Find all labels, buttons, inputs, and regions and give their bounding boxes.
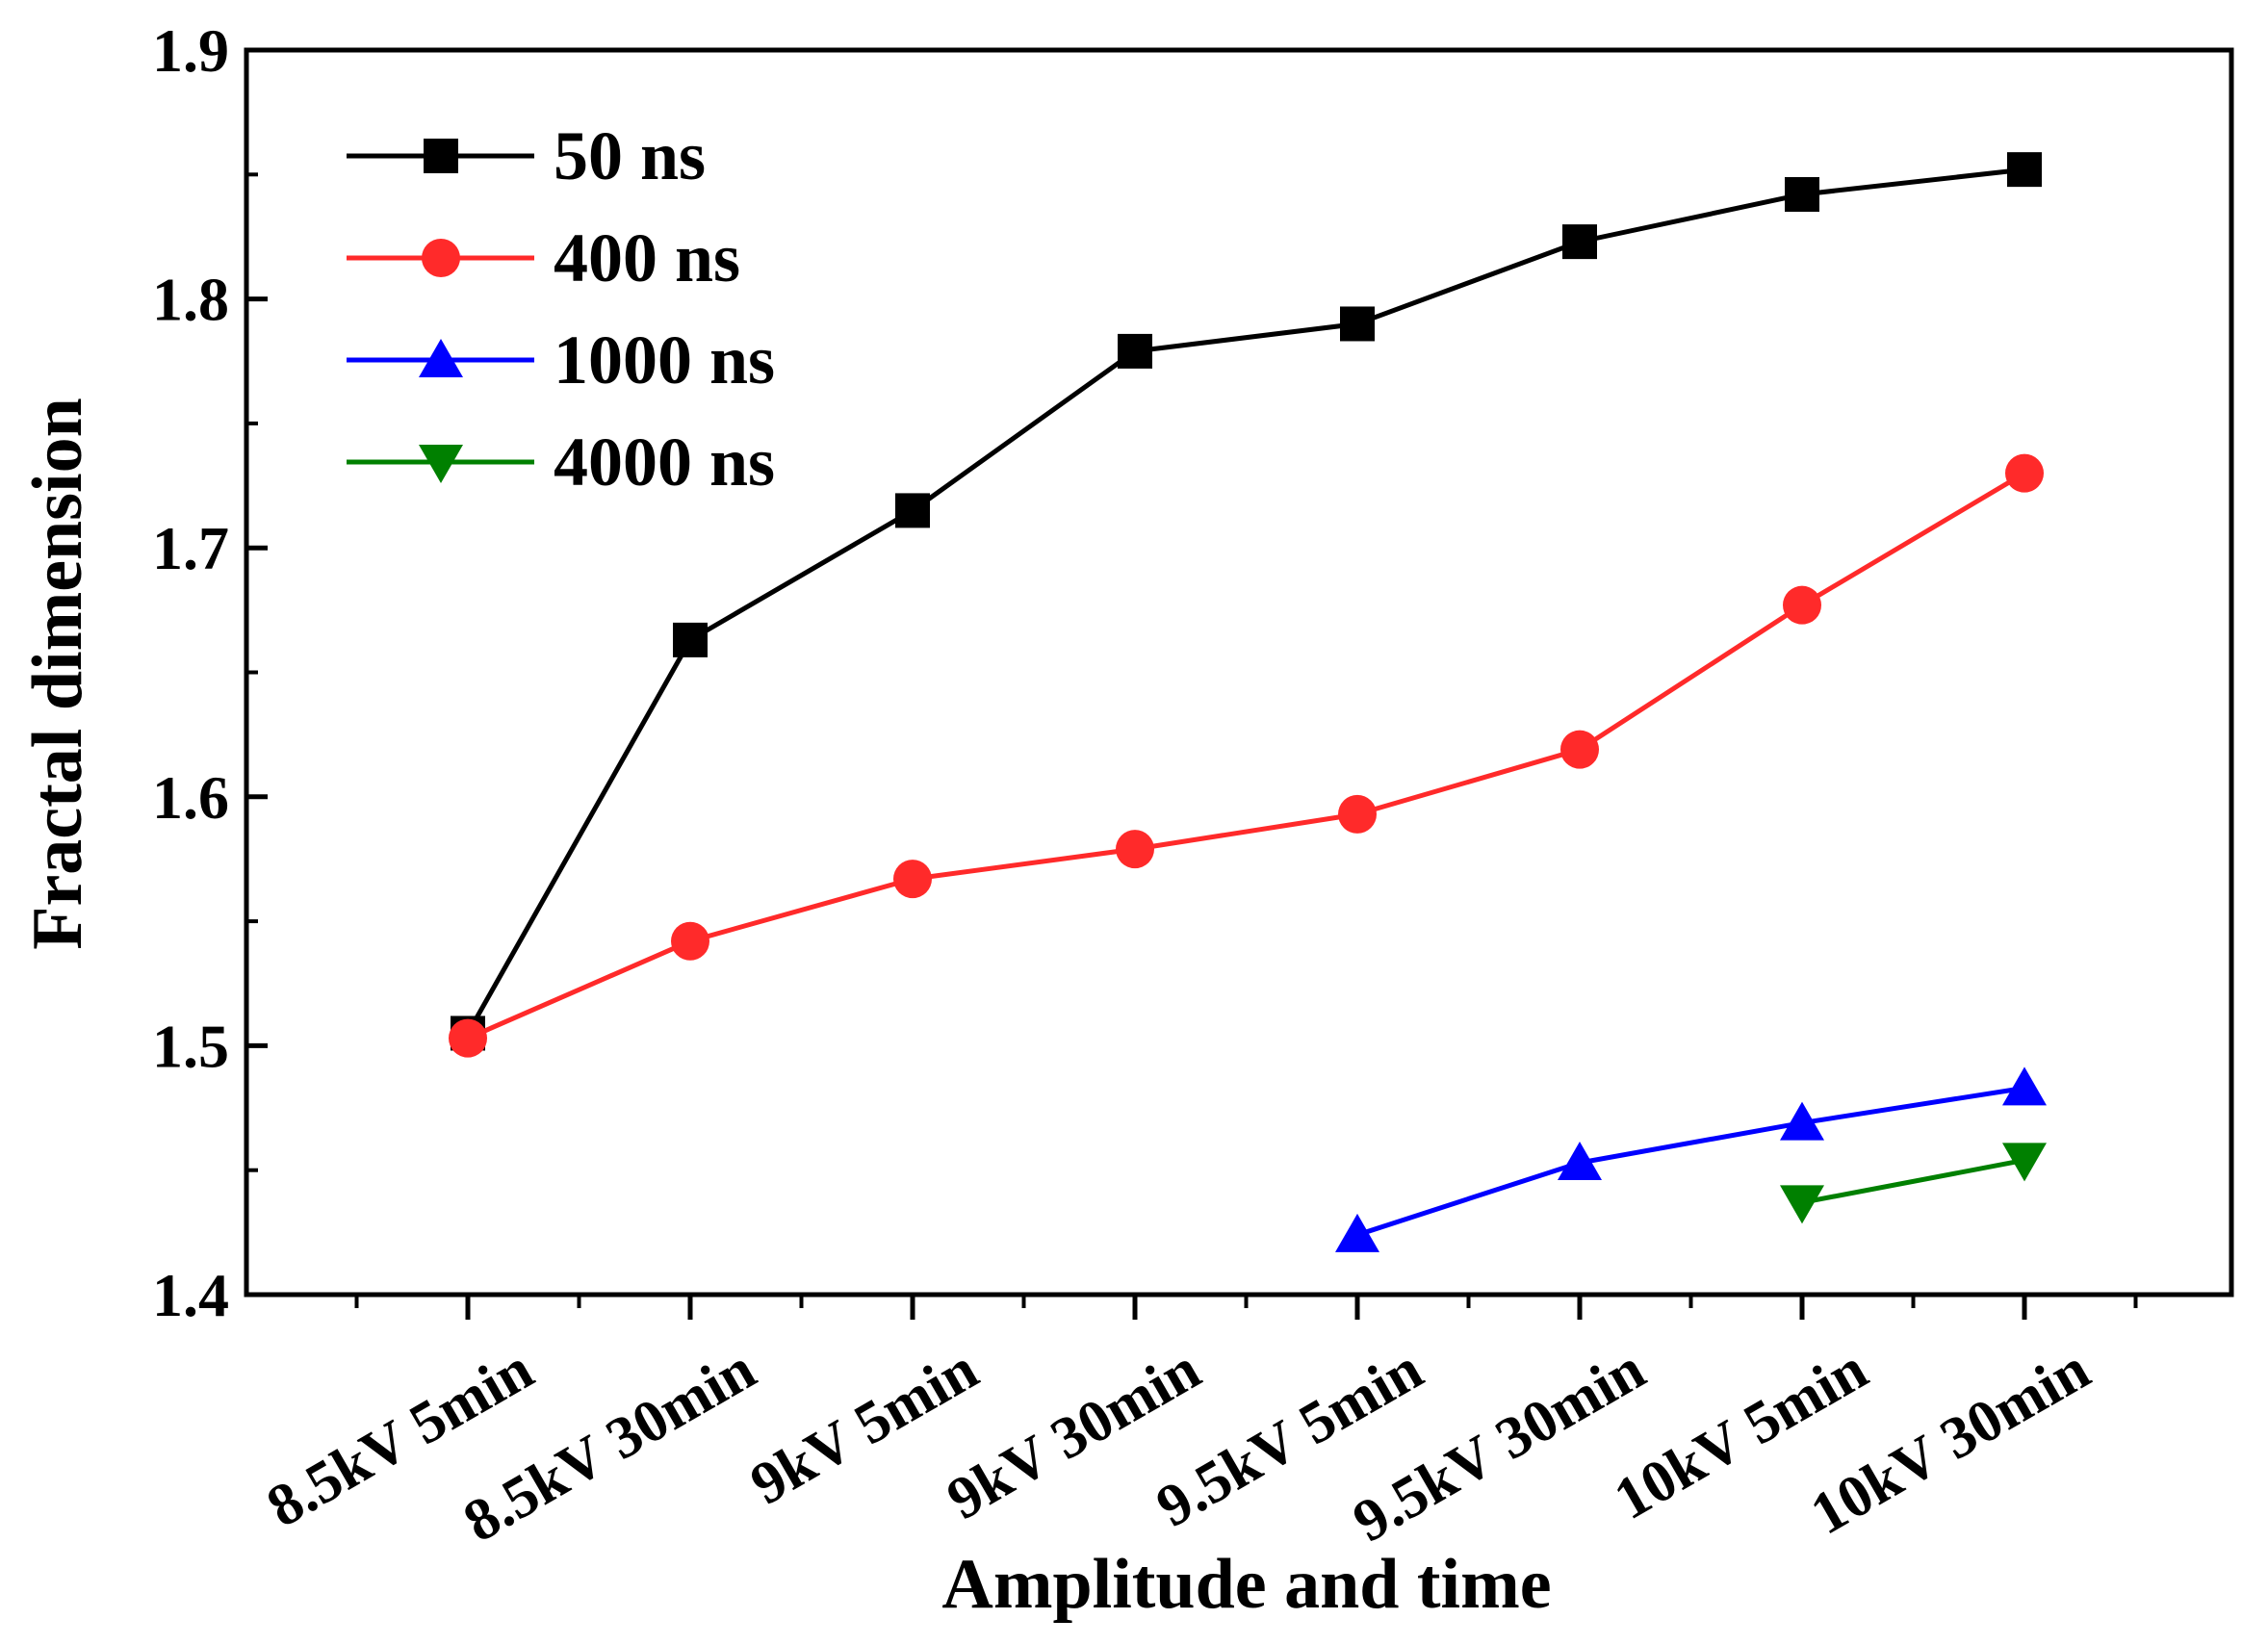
legend-label: 400 ns [554, 219, 740, 296]
legend-item: 50 ns [347, 117, 706, 194]
y-tick-label: 1.7 [152, 514, 229, 582]
data-point [1780, 1101, 1824, 1141]
series-3 [1780, 1143, 2047, 1224]
y-axis: 1.4 1.5 1.6 1.7 1.8 1.9 [152, 16, 268, 1329]
data-point [1783, 585, 1821, 625]
data-point [1116, 830, 1154, 869]
series-2 [1335, 1067, 2047, 1252]
data-point [2007, 152, 2042, 188]
data-point [1780, 1185, 1824, 1224]
data-point [2002, 1143, 2047, 1182]
data-point [2002, 1067, 2047, 1106]
x-axis-title: Amplitude and time [941, 1545, 1551, 1624]
data-point [2005, 453, 2044, 493]
series-layer [449, 152, 2047, 1252]
data-point [671, 921, 709, 961]
y-tick-label: 1.6 [152, 763, 229, 832]
data-point [1560, 730, 1599, 769]
plot-frame [244, 47, 2234, 1298]
data-point [1562, 224, 1597, 260]
legend-marker [422, 239, 460, 277]
data-point [893, 860, 932, 899]
legend-marker [424, 139, 458, 173]
data-point [895, 493, 930, 528]
legend-label: 1000 ns [554, 321, 775, 398]
data-point [673, 622, 708, 657]
series-line [1356, 1085, 2025, 1238]
series-line [465, 167, 2025, 1035]
legend-label: 4000 ns [554, 424, 775, 501]
series-0 [451, 152, 2042, 1051]
y-axis-title: Fractal dimension [18, 398, 97, 949]
series-line [466, 471, 2026, 1041]
legend-item: 1000 ns [347, 321, 775, 398]
series-line [1801, 1157, 2025, 1205]
y-tick-label: 1.9 [152, 16, 229, 85]
data-point [1338, 794, 1377, 834]
series-1 [449, 453, 2044, 1058]
data-point [1785, 176, 1819, 212]
data-point [1558, 1141, 1602, 1180]
legend-marker [419, 339, 463, 377]
legend-marker [419, 445, 463, 483]
data-point [1335, 1213, 1379, 1252]
y-tick-label: 1.4 [152, 1261, 229, 1329]
data-point [449, 1018, 487, 1058]
y-tick-label: 1.8 [152, 266, 229, 334]
y-tick-label: 1.5 [152, 1012, 229, 1080]
data-point [1340, 306, 1375, 342]
legend: 50 ns 400 ns 1000 ns 4000 ns [347, 117, 775, 501]
legend-item: 400 ns [347, 219, 740, 296]
legend-item: 4000 ns [347, 424, 775, 501]
legend-label: 50 ns [554, 117, 706, 194]
data-point [1118, 333, 1152, 369]
